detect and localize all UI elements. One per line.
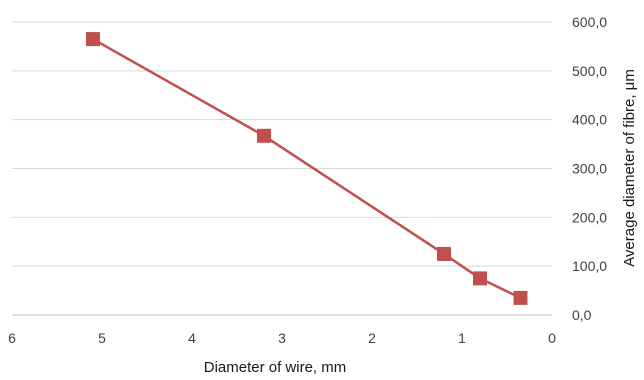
y-tick-label: 100,0 xyxy=(572,258,607,274)
y-tick-label: 500,0 xyxy=(572,63,607,79)
y-tick-label: 400,0 xyxy=(572,112,607,128)
x-tick-label: 4 xyxy=(188,330,196,346)
data-series xyxy=(86,32,528,305)
x-tick-label: 5 xyxy=(98,330,106,346)
x-tick-label: 3 xyxy=(278,330,286,346)
data-point-marker xyxy=(513,290,528,305)
data-point-marker xyxy=(473,271,487,286)
y-tick-label: 0,0 xyxy=(572,307,592,323)
x-tick-label: 6 xyxy=(8,330,16,346)
y-tick-label: 300,0 xyxy=(572,161,607,177)
data-point-marker xyxy=(86,32,100,47)
y-tick-label: 200,0 xyxy=(572,209,607,225)
y-tick-label: 600,0 xyxy=(572,14,607,30)
y-axis-title: Average diameter of fibre, μm xyxy=(621,69,638,267)
x-tick-label: 1 xyxy=(458,330,466,346)
x-tick-label: 0 xyxy=(548,330,556,346)
x-axis-ticks: 6 5 4 3 2 1 0 xyxy=(8,330,556,346)
x-tick-label: 2 xyxy=(368,330,376,346)
x-axis-title: Diameter of wire, mm xyxy=(204,359,347,376)
data-point-marker xyxy=(437,246,451,261)
y-axis-ticks: 0,0 100,0 200,0 300,0 400,0 500,0 600,0 xyxy=(572,14,607,323)
data-point-marker xyxy=(257,128,271,143)
gridlines xyxy=(12,21,552,267)
